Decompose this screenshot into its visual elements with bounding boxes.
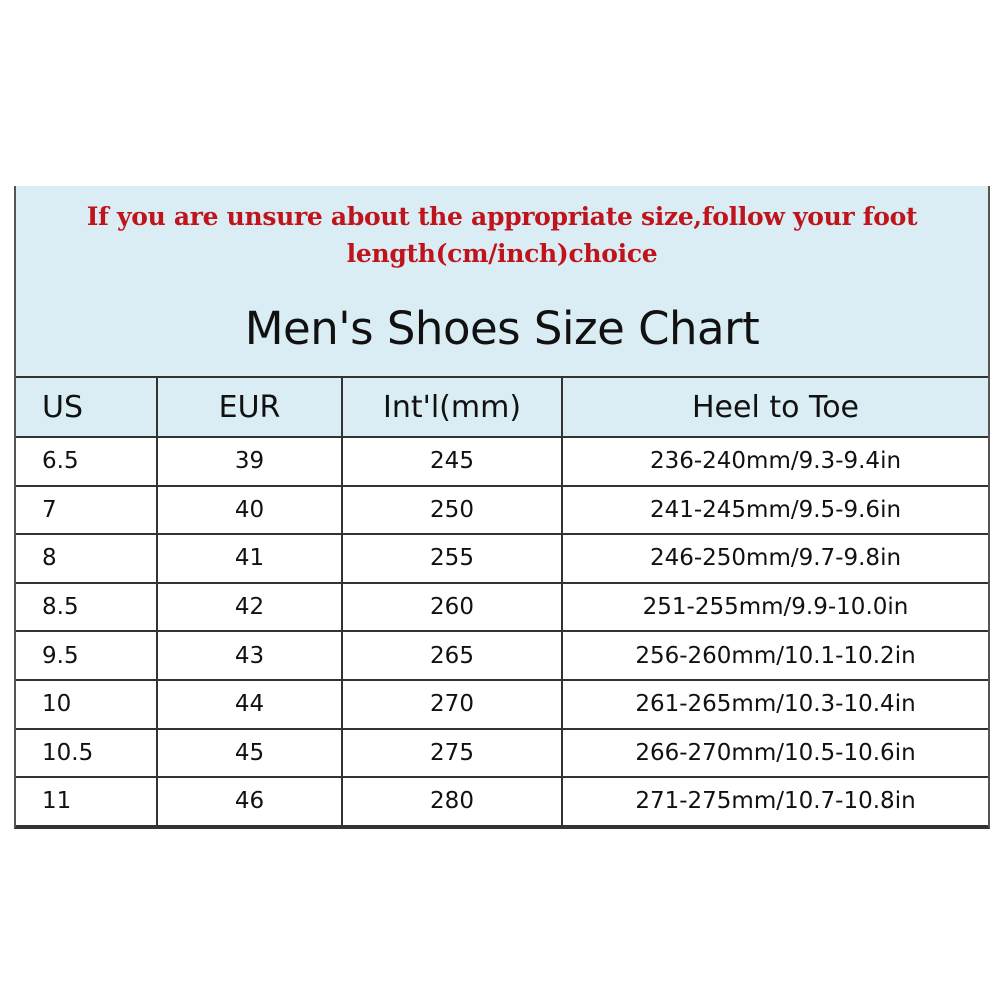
- table-cell: 9.5: [16, 630, 158, 681]
- table-cell: 45: [156, 727, 343, 779]
- chart-header: If you are unsure about the appropriate …: [16, 186, 988, 376]
- table-cell: 41: [156, 533, 343, 584]
- table-row: 8 41 255 246-250mm/9.7-9.8in: [16, 533, 988, 584]
- table-cell: 39: [156, 436, 343, 487]
- column-header: US: [16, 376, 158, 438]
- table-cell: 43: [156, 630, 343, 681]
- table-cell: 10: [16, 678, 158, 730]
- table-row: 6.5 39 245 236-240mm/9.3-9.4in: [16, 436, 988, 487]
- table-row: 10 44 270 261-265mm/10.3-10.4in: [16, 678, 988, 730]
- table-cell: 266-270mm/10.5-10.6in: [561, 727, 988, 779]
- size-chart: If you are unsure about the appropriate …: [14, 186, 990, 829]
- table-row: 8.5 42 260 251-255mm/9.9-10.0in: [16, 581, 988, 633]
- table-cell: 8: [16, 533, 158, 584]
- table-cell: 260: [341, 581, 563, 633]
- table-cell: 245: [341, 436, 563, 487]
- table-cell: 10.5: [16, 727, 158, 779]
- chart-title: Men's Shoes Size Chart: [244, 302, 760, 355]
- table-cell: 256-260mm/10.1-10.2in: [561, 630, 988, 681]
- table-row: 9.5 43 265 256-260mm/10.1-10.2in: [16, 630, 988, 681]
- table-cell: 46: [156, 776, 343, 827]
- table-header-row: US EUR Int'l(mm) Heel to Toe: [16, 376, 988, 438]
- table-row: 10.5 45 275 266-270mm/10.5-10.6in: [16, 727, 988, 779]
- table-row: 11 46 280 271-275mm/10.7-10.8in: [16, 776, 988, 827]
- notice-line-2: length(cm/inch)choice: [346, 239, 658, 268]
- table-cell: 8.5: [16, 581, 158, 633]
- table-cell: 265: [341, 630, 563, 681]
- table-cell: 44: [156, 678, 343, 730]
- table-cell: 236-240mm/9.3-9.4in: [561, 436, 988, 487]
- table-cell: 270: [341, 678, 563, 730]
- column-header: Int'l(mm): [341, 376, 563, 438]
- table-cell: 280: [341, 776, 563, 827]
- table-cell: 255: [341, 533, 563, 584]
- table-cell: 251-255mm/9.9-10.0in: [561, 581, 988, 633]
- column-header: EUR: [156, 376, 343, 438]
- table-cell: 40: [156, 484, 343, 536]
- table-cell: 11: [16, 776, 158, 827]
- table-cell: 246-250mm/9.7-9.8in: [561, 533, 988, 584]
- column-header: Heel to Toe: [561, 376, 988, 438]
- table-cell: 7: [16, 484, 158, 536]
- table-cell: 271-275mm/10.7-10.8in: [561, 776, 988, 827]
- size-table: US EUR Int'l(mm) Heel to Toe 6.5 39 245 236-24…: [16, 376, 988, 827]
- table-cell: 250: [341, 484, 563, 536]
- notice-line-1: If you are unsure about the appropriate …: [86, 202, 918, 231]
- sizing-notice: If you are unsure about the appropriate …: [16, 198, 988, 272]
- table-cell: 275: [341, 727, 563, 779]
- table-row: 7 40 250 241-245mm/9.5-9.6in: [16, 484, 988, 536]
- table-cell: 241-245mm/9.5-9.6in: [561, 484, 988, 536]
- table-cell: 6.5: [16, 436, 158, 487]
- table-cell: 42: [156, 581, 343, 633]
- table-cell: 261-265mm/10.3-10.4in: [561, 678, 988, 730]
